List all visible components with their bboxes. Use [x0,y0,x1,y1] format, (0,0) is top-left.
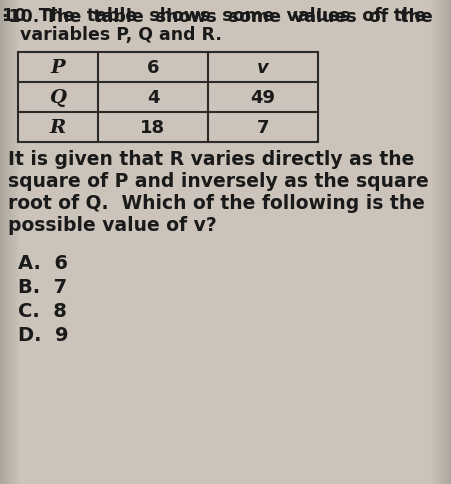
Text: ·10. The  table  shows  some  values  of  the: ·10. The table shows some values of the [2,8,433,26]
Text: R: R [50,119,66,137]
Text: A.  6: A. 6 [18,254,68,273]
Text: 10. The  table  shows  some  values  of  the: 10. The table shows some values of the [2,7,426,25]
Text: 18: 18 [140,119,166,137]
Text: It is given that R varies directly as the: It is given that R varies directly as th… [8,150,414,169]
Text: 4: 4 [147,89,159,107]
Text: v: v [257,59,269,77]
Text: B.  7: B. 7 [18,278,67,297]
Text: D.  9: D. 9 [18,326,69,345]
Text: C.  8: C. 8 [18,302,67,321]
Bar [18,52,318,142]
Text: square of P and inversely as the square: square of P and inversely as the square [8,172,429,191]
Text: P: P [51,59,65,77]
Text: 6: 6 [147,59,159,77]
Text: 49: 49 [250,89,276,107]
Text: variables P, Q and R.: variables P, Q and R. [20,26,222,44]
Text: Q: Q [50,89,66,107]
Text: root of Q.  Which of the following is the: root of Q. Which of the following is the [8,194,425,213]
Text: 7: 7 [257,119,269,137]
Text: possible value of v?: possible value of v? [8,216,217,235]
